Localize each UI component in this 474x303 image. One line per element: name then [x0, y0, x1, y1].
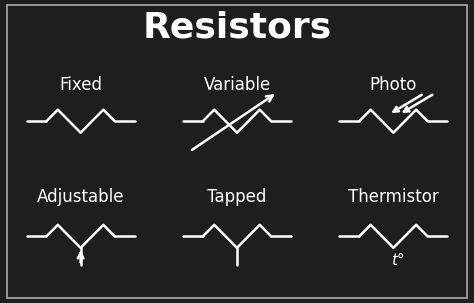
Text: Photo: Photo: [370, 76, 417, 94]
Text: Thermistor: Thermistor: [348, 188, 439, 206]
Text: Tapped: Tapped: [207, 188, 267, 206]
Text: Adjustable: Adjustable: [37, 188, 124, 206]
Text: Resistors: Resistors: [142, 10, 332, 44]
Text: Fixed: Fixed: [59, 76, 102, 94]
Text: Variable: Variable: [203, 76, 271, 94]
Text: t°: t°: [392, 253, 405, 268]
